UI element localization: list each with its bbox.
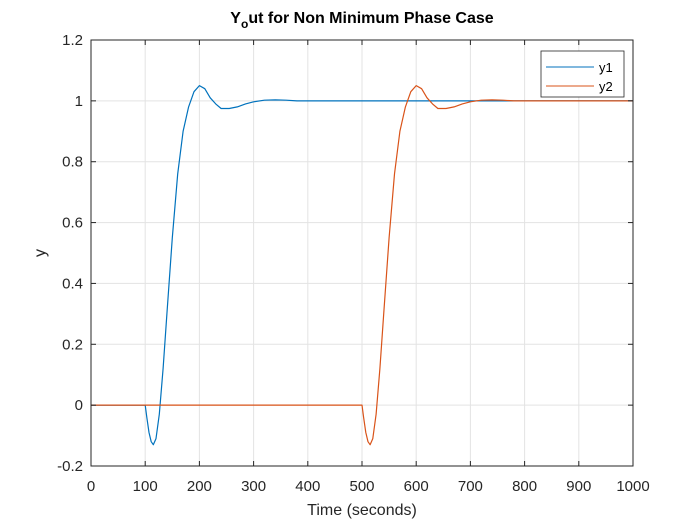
y-tick-label: 0.2 (62, 336, 83, 353)
x-tick-label: 900 (566, 478, 591, 495)
x-tick-label: 800 (512, 478, 537, 495)
y-axis-label: y (32, 249, 49, 257)
x-tick-label: 500 (349, 478, 374, 495)
chart-title-rest: ut for Non Minimum Phase Case (248, 10, 493, 27)
chart-title-subscript: o (241, 17, 248, 31)
y-tick-label: -0.2 (57, 458, 83, 475)
y-tick-label: 0.8 (62, 154, 83, 171)
legend-label-y2: y2 (599, 79, 613, 94)
x-tick-label: 700 (458, 478, 483, 495)
series-line-y2 (91, 84, 633, 446)
series-layer (91, 84, 633, 446)
legend: y1 y2 (540, 50, 625, 98)
x-tick-labels: 0 100 200 300 400 500 600 700 800 900 1000 (87, 478, 650, 495)
ticks (90, 39, 634, 467)
x-tick-label: 400 (295, 478, 320, 495)
x-tick-label: 600 (404, 478, 429, 495)
series-line-y1 (91, 84, 633, 446)
x-tick-label: 300 (241, 478, 266, 495)
y-tick-label: 0.4 (62, 275, 83, 292)
x-tick-label: 100 (133, 478, 158, 495)
x-tick-label: 1000 (616, 478, 649, 495)
y-tick-label: 1.2 (62, 32, 83, 49)
y-tick-label: 0.6 (62, 215, 83, 232)
legend-box (540, 50, 625, 98)
x-tick-label: 200 (187, 478, 212, 495)
y-tick-label: 0 (75, 397, 83, 414)
legend-label-y1: y1 (599, 60, 613, 75)
y-tick-labels: -0.2 0 0.2 0.4 0.6 0.8 1 1.2 (57, 32, 83, 475)
x-tick-label: 0 (87, 478, 95, 495)
chart-title-main: Y (230, 10, 241, 27)
chart-title: Yout for Non Minimum Phase Case (230, 10, 493, 31)
x-axis-label: Time (seconds) (307, 502, 417, 519)
y-tick-label: 1 (75, 93, 83, 110)
